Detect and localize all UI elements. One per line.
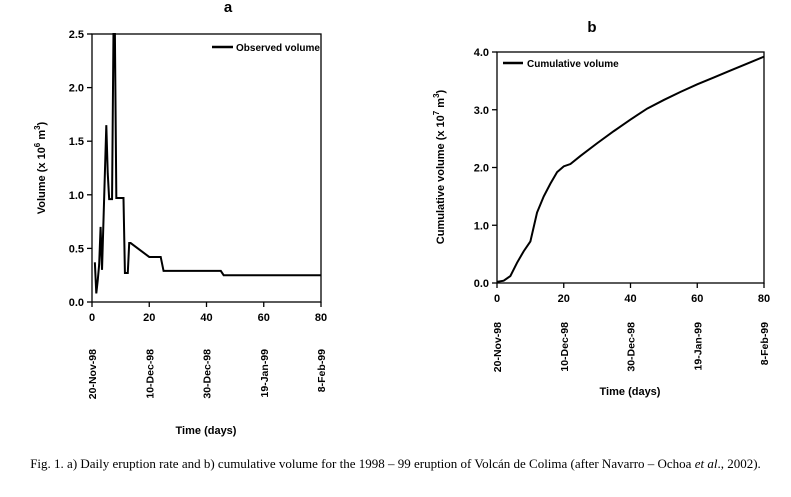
x-axis-label-b: Time (days) bbox=[600, 386, 661, 398]
x-tick-label-b: 20 bbox=[558, 293, 570, 305]
x-tick-label-a: 40 bbox=[200, 312, 212, 324]
x-tick-label-a: 80 bbox=[315, 312, 327, 324]
date-label-b: 19-Jan-99 bbox=[692, 322, 704, 371]
x-ticks-a: 0 20 40 60 80 bbox=[89, 302, 327, 324]
y-tick-label-a: 2.0 bbox=[69, 83, 84, 95]
x-tick-label-b: 0 bbox=[494, 293, 500, 305]
x-tick-label-b: 40 bbox=[624, 293, 636, 305]
legend-label-b: Cumulative volume bbox=[527, 59, 619, 70]
y-tick-label-a: 0.0 bbox=[69, 297, 84, 309]
y-tick-label-b: 3.0 bbox=[474, 105, 489, 117]
y-axis-label-b: Cumulative volume (x 107 m3) bbox=[432, 89, 447, 244]
plot-frame-a bbox=[92, 34, 321, 302]
y-tick-label-a: 0.5 bbox=[69, 243, 84, 255]
y-tick-label-a: 1.5 bbox=[69, 136, 84, 148]
x-tick-label-a: 60 bbox=[258, 312, 270, 324]
date-labels-a: 20-Nov-98 10-Dec-98 30-Dec-98 19-Jan-99 8-Fe… bbox=[87, 349, 328, 399]
panel-letter-a: a bbox=[224, 0, 233, 16]
y-tick-label-b: 1.0 bbox=[474, 220, 489, 232]
x-tick-label-a: 20 bbox=[143, 312, 155, 324]
series-line-observed-volume bbox=[95, 34, 321, 293]
date-label-a: 8-Feb-99 bbox=[316, 349, 328, 392]
figure: a 0.0 0.5 1.0 1.5 2.0 2.5 0 20 40 60 80 Observed … bbox=[0, 0, 791, 452]
date-label-b: 10-Dec-98 bbox=[559, 322, 571, 372]
y-tick-label-a: 2.5 bbox=[69, 29, 84, 41]
y-ticks-b: 0.0 1.0 2.0 3.0 4.0 bbox=[474, 47, 497, 290]
series-line-cumulative-volume bbox=[497, 57, 764, 282]
panel-a: a 0.0 0.5 1.0 1.5 2.0 2.5 0 20 40 60 80 Observed … bbox=[33, 0, 328, 437]
x-tick-label-b: 80 bbox=[758, 293, 770, 305]
caption-text-end: ., 2002). bbox=[717, 456, 760, 471]
figure-caption: Fig. 1. a) Daily eruption rate and b) cu… bbox=[0, 454, 791, 474]
panel-letter-b: b bbox=[587, 19, 596, 36]
date-label-a: 20-Nov-98 bbox=[87, 349, 99, 399]
x-tick-label-b: 60 bbox=[691, 293, 703, 305]
date-label-b: 8-Feb-99 bbox=[759, 322, 771, 365]
y-tick-label-b: 2.0 bbox=[474, 163, 489, 175]
y-tick-label-a: 1.0 bbox=[69, 190, 84, 202]
x-ticks-b: 0 20 40 60 80 bbox=[494, 283, 770, 305]
date-labels-b: 20-Nov-98 10-Dec-98 30-Dec-98 19-Jan-99 8-Fe… bbox=[492, 322, 771, 372]
panel-b: b 0.0 1.0 2.0 3.0 4.0 0 20 40 60 80 Cumulative v… bbox=[432, 19, 771, 398]
date-label-a: 30-Dec-98 bbox=[202, 349, 214, 399]
plot-frame-b bbox=[497, 52, 764, 283]
y-tick-label-b: 4.0 bbox=[474, 47, 489, 59]
caption-text: Fig. 1. a) Daily eruption rate and b) cu… bbox=[30, 456, 695, 471]
date-label-a: 19-Jan-99 bbox=[259, 349, 271, 398]
date-label-a: 10-Dec-98 bbox=[144, 349, 156, 399]
x-tick-label-a: 0 bbox=[89, 312, 95, 324]
y-ticks-a: 0.0 0.5 1.0 1.5 2.0 2.5 bbox=[69, 29, 92, 309]
legend-label-a: Observed volume bbox=[236, 43, 320, 54]
date-label-b: 30-Dec-98 bbox=[626, 322, 638, 372]
y-axis-label-a: Volume (x 106 m3) bbox=[33, 121, 48, 214]
caption-etal: et al bbox=[695, 456, 718, 471]
x-axis-label-a: Time (days) bbox=[176, 425, 237, 437]
y-tick-label-b: 0.0 bbox=[474, 278, 489, 290]
date-label-b: 20-Nov-98 bbox=[492, 322, 504, 372]
